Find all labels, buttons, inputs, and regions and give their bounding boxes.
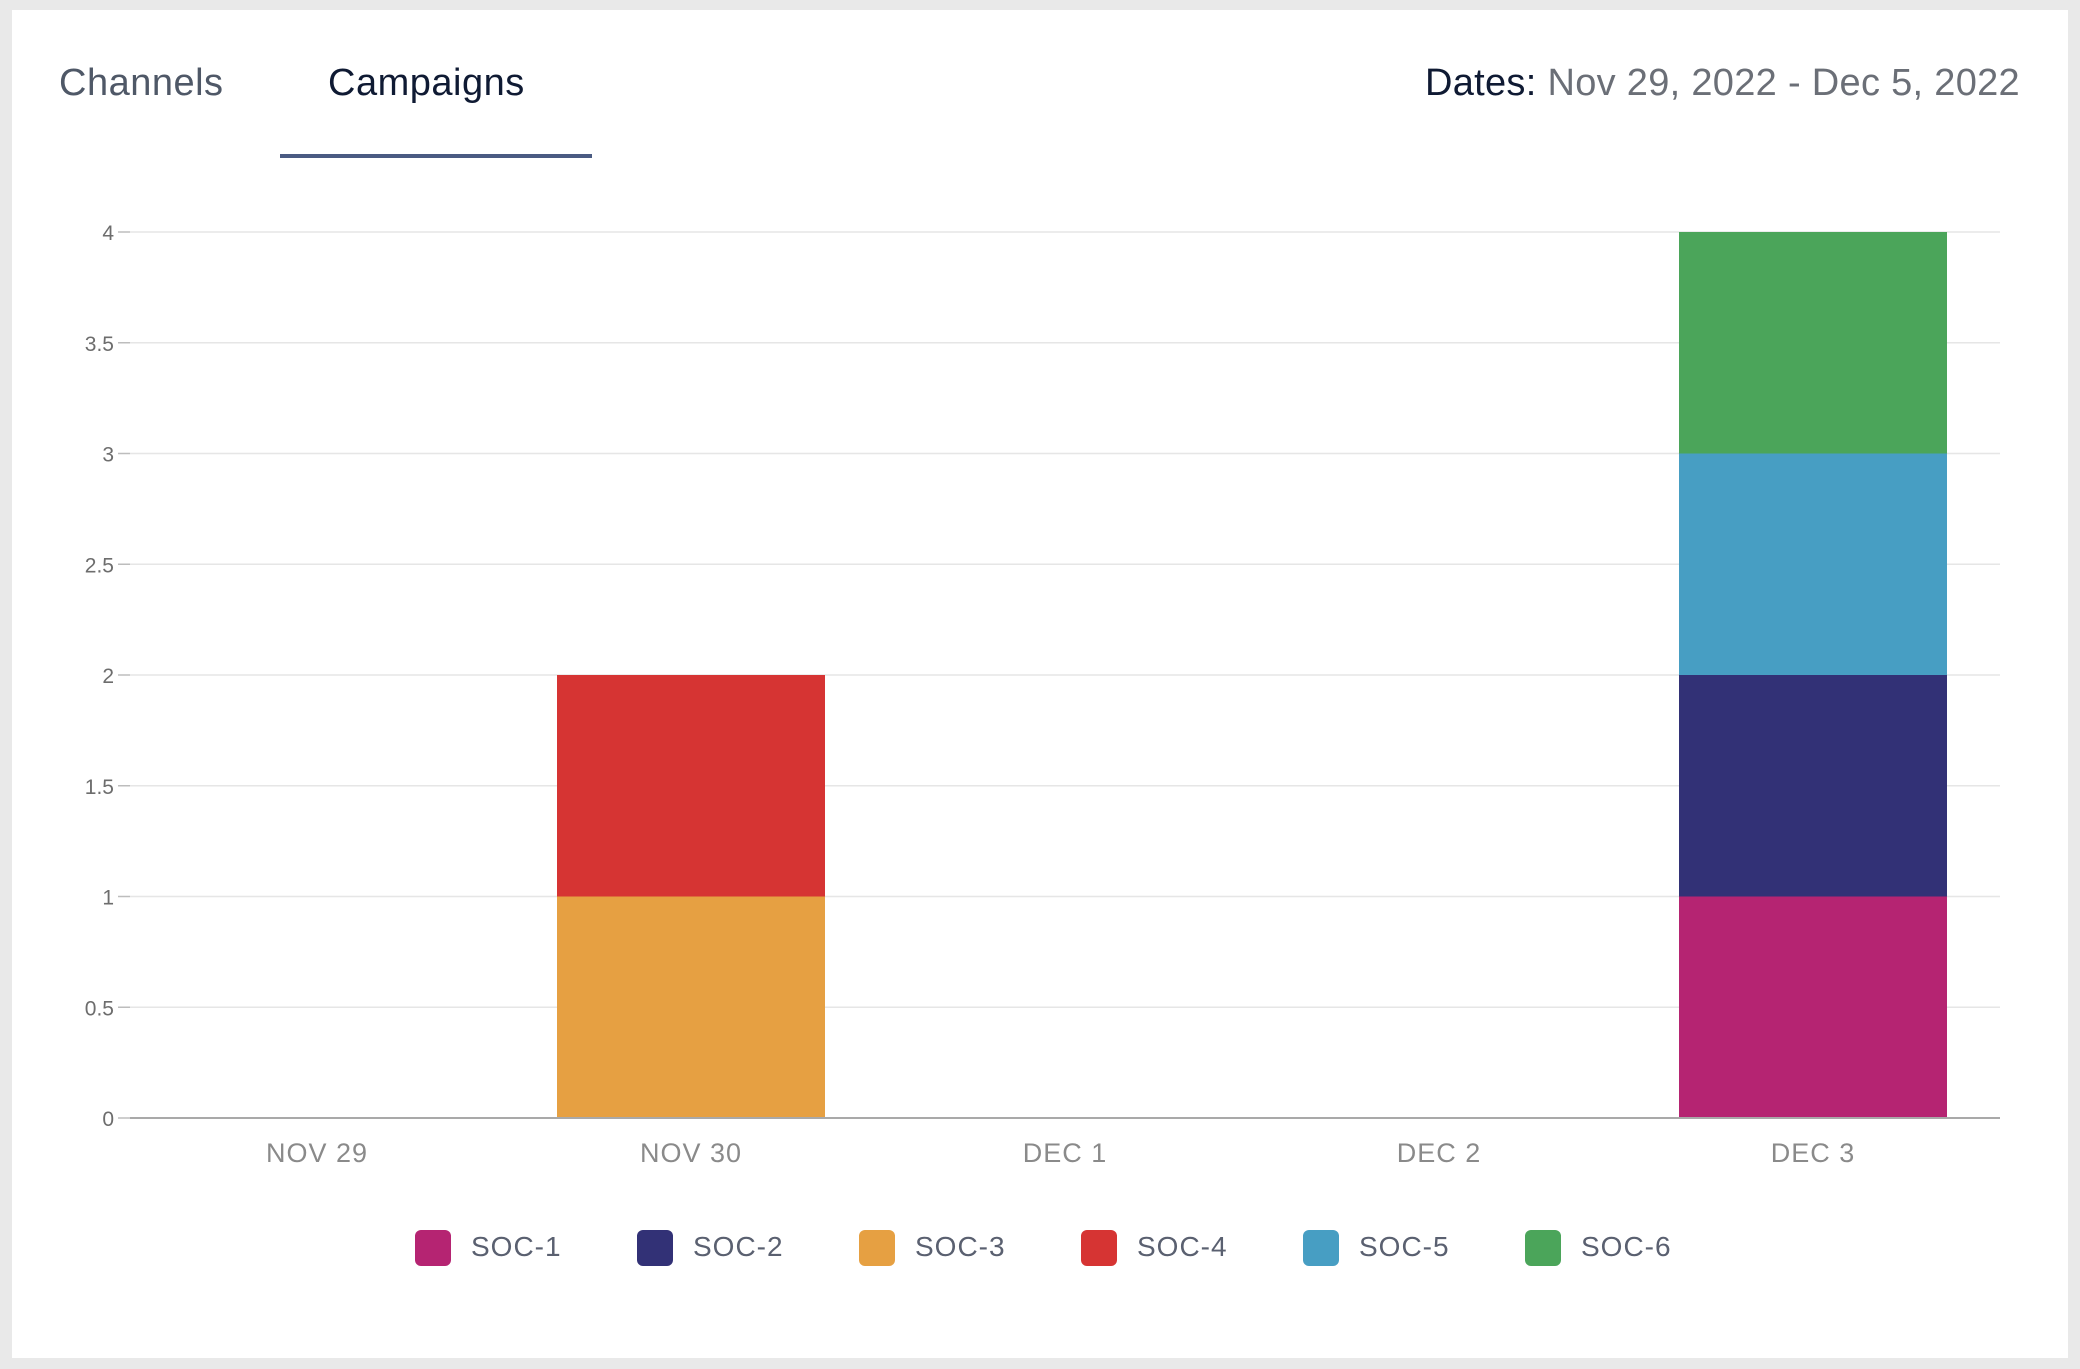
chart-card: Channels Campaigns Dates: Nov 29, 2022 -… (12, 10, 2068, 1358)
date-range-value: Nov 29, 2022 - Dec 5, 2022 (1547, 62, 2020, 104)
x-tick-label: NOV 29 (266, 1138, 368, 1168)
legend-swatch (1303, 1230, 1339, 1266)
y-tick-label: 1.5 (85, 776, 114, 799)
bar-soc-5-dec-3 (1679, 453, 1947, 675)
active-tab-indicator (280, 154, 592, 158)
legend-label: SOC-6 (1581, 1231, 1672, 1262)
legend-label: SOC-1 (471, 1231, 562, 1262)
bar-soc-1-dec-3 (1679, 896, 1947, 1118)
tab-channels[interactable]: Channels (59, 62, 224, 104)
legend-label: SOC-3 (915, 1231, 1006, 1262)
y-tick-label: 3 (102, 444, 114, 467)
bar-soc-4-nov-30 (557, 675, 825, 897)
date-range: Dates: Nov 29, 2022 - Dec 5, 2022 (1425, 62, 2020, 105)
legend-label: SOC-2 (693, 1231, 784, 1262)
stacked-bar-chart: 0 0.5 1 1.5 2 2.5 3 3.5 4 NOV 29 NOV 30 DEC 1 DEC 2 D… (85, 222, 2000, 1168)
y-tick-label: 3.5 (85, 333, 114, 356)
y-tick-label: 0.5 (85, 997, 114, 1020)
legend-swatch (637, 1230, 673, 1266)
legend-swatch (415, 1230, 451, 1266)
tab-campaigns[interactable]: Campaigns (328, 62, 525, 104)
bar-soc-6-dec-3 (1679, 232, 1947, 454)
y-tick-label: 4 (102, 222, 114, 245)
x-tick-label: DEC 2 (1397, 1138, 1482, 1168)
chart-legend: SOC-1 SOC-2 SOC-3 SOC-4 SOC-5 SOC-6 (12, 1228, 2068, 1278)
legend-swatch (1525, 1230, 1561, 1266)
legend-swatch (859, 1230, 895, 1266)
legend-swatch (1081, 1230, 1117, 1266)
y-tick-label: 1 (102, 887, 114, 910)
tab-bar: Channels Campaigns (12, 10, 712, 170)
y-tick-label: 2.5 (85, 554, 114, 577)
y-tick-label: 0 (102, 1108, 114, 1131)
x-tick-label: DEC 3 (1771, 1138, 1856, 1168)
y-tick-label: 2 (102, 665, 114, 688)
date-range-label: Dates: (1424, 62, 1537, 104)
x-tick-label: NOV 30 (640, 1138, 742, 1168)
legend-label: SOC-4 (1137, 1231, 1228, 1262)
x-tick-label: DEC 1 (1023, 1138, 1108, 1168)
bar-soc-2-dec-3 (1679, 675, 1947, 897)
legend-label: SOC-5 (1359, 1231, 1450, 1262)
bar-soc-3-nov-30 (557, 896, 825, 1118)
